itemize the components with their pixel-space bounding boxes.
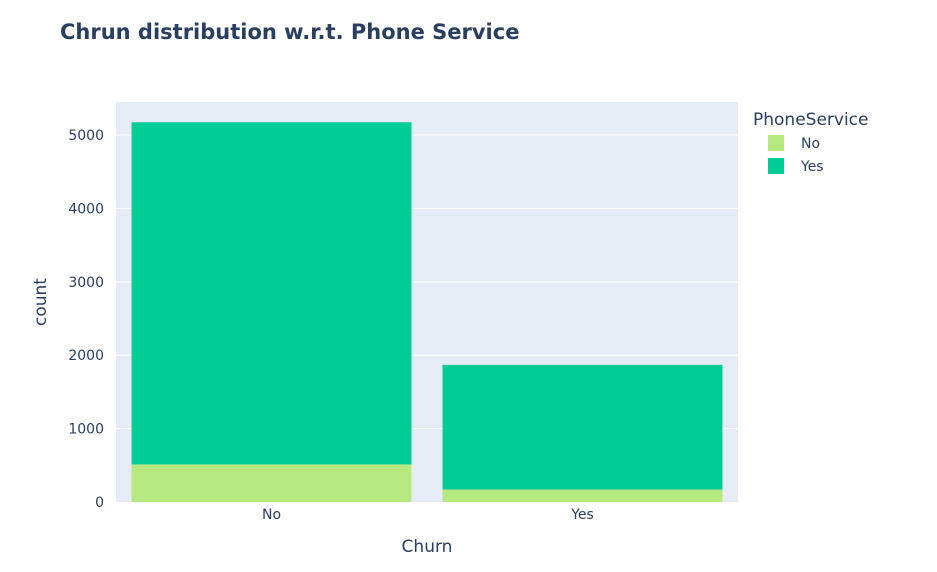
- y-tick-label: 1000: [68, 422, 104, 438]
- legend-label-no: No: [801, 136, 820, 152]
- legend-swatch-no: [768, 135, 784, 151]
- legend: PhoneService No Yes: [753, 110, 869, 175]
- y-tick-label: 0: [95, 495, 104, 511]
- bar-yes-phoneservice-no: [442, 489, 723, 502]
- bar-no-phoneservice-yes: [131, 122, 412, 465]
- bar-no-phoneservice-no: [131, 464, 412, 502]
- y-tick-label: 3000: [68, 275, 104, 291]
- y-axis-ticks: 0 1000 2000 3000 4000 5000: [68, 128, 104, 511]
- y-tick-label: 5000: [68, 128, 104, 144]
- legend-swatch-yes: [768, 158, 784, 174]
- x-axis-title: Churn: [402, 537, 453, 557]
- x-tick-label: Yes: [570, 507, 594, 523]
- y-tick-label: 2000: [68, 348, 104, 364]
- x-axis-ticks: No Yes: [262, 507, 594, 523]
- x-tick-label: No: [262, 507, 281, 523]
- legend-title: PhoneService: [753, 110, 869, 130]
- y-tick-label: 4000: [68, 201, 104, 217]
- y-axis-title: count: [31, 278, 51, 326]
- legend-label-yes: Yes: [800, 159, 824, 175]
- bar-yes-phoneservice-yes: [442, 364, 723, 490]
- bars: [131, 122, 723, 502]
- chart-title: Chrun distribution w.r.t. Phone Service: [60, 20, 519, 44]
